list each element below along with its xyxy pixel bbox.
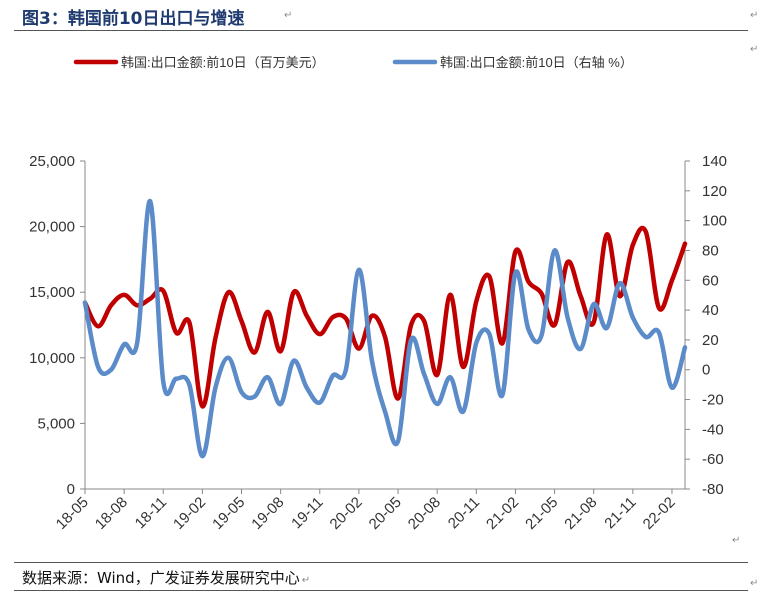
paragraph-mark: ↵ (301, 575, 311, 586)
x-tick-label: 18-05 (53, 494, 92, 533)
x-tick-label: 19-05 (209, 494, 248, 533)
y-tick-label-left: 20,000 (29, 219, 75, 236)
x-tick-label: 21-11 (601, 494, 639, 532)
y-tick-label-right: -20 (702, 392, 724, 409)
source-note: 数据来源：Wind，广发证券发展研究中心 ↵ (22, 567, 310, 588)
series-lines (82, 198, 688, 459)
legend: 韩国:出口金额:前10日（百万美元） 韩国:出口金额:前10日（右轴 %） (73, 55, 633, 70)
y-tick-label-left: 10,000 (29, 350, 75, 367)
x-tick-label: 18-11 (132, 494, 170, 532)
source-rule-top (14, 562, 748, 563)
y-tick-label-right: 40 (702, 302, 719, 319)
x-tick-label: 19-08 (248, 494, 287, 533)
series-line-export-growth (82, 198, 688, 459)
y-tick-label-left: 5,000 (37, 415, 75, 432)
y-tick-label-left: 25,000 (29, 153, 75, 170)
source-rule-bottom (14, 590, 748, 591)
y-tick-label-right: -80 (702, 481, 724, 498)
x-tick-label: 18-08 (92, 494, 131, 533)
y-tick-label-right: 140 (702, 153, 727, 170)
y-tick-label-left: 15,000 (29, 284, 75, 301)
x-tick-label: 22-02 (640, 494, 679, 533)
x-tick-label: 21-08 (561, 494, 600, 533)
x-tick-label: 21-05 (522, 494, 561, 533)
figure-title: 图3：韩国前10日出口与增速 (22, 9, 245, 29)
chart: 韩国:出口金额:前10日（百万美元） 韩国:出口金额:前10日（右轴 %） 0 5… (29, 55, 727, 533)
x-tick-label: 21-02 (483, 494, 522, 533)
paragraph-mark: ↵ (750, 578, 759, 589)
x-tick-label: 20-08 (405, 494, 444, 533)
x-tick-label: 20-02 (327, 494, 366, 533)
y-tick-label-right: 60 (702, 272, 719, 289)
source-text: 数据来源：Wind，广发证券发展研究中心 (22, 569, 300, 587)
legend-label-red: 韩国:出口金额:前10日（百万美元） (121, 55, 325, 70)
y-tick-label-right: -60 (702, 451, 724, 468)
x-tick-label: 19-11 (288, 494, 326, 532)
x-tick-label: 20-05 (366, 494, 405, 533)
x-tick-label: 19-02 (170, 494, 209, 533)
axes: 0 5,000 10,000 15,000 20,000 25,000 -80 -60 -40 -… (29, 153, 727, 533)
title-rule (14, 30, 748, 31)
legend-label-blue: 韩国:出口金额:前10日（右轴 %） (440, 55, 633, 70)
y-tick-label-right: 20 (702, 332, 719, 349)
y-tick-label-right: 100 (702, 213, 727, 230)
y-tick-label-right: 80 (702, 242, 719, 259)
x-tick-label: 20-11 (445, 494, 483, 532)
y-tick-label-right: 120 (702, 183, 727, 200)
paragraph-mark: ↵ (750, 44, 759, 55)
y-tick-label-right: -40 (702, 421, 724, 438)
paragraph-mark: ↵ (732, 535, 741, 546)
paragraph-mark: ↵ (750, 10, 759, 21)
series-line-export-value (82, 225, 688, 409)
y-tick-label-right: 0 (702, 362, 710, 379)
y-tick-label-left: 0 (67, 481, 75, 498)
paragraph-mark: ↵ (284, 10, 293, 21)
